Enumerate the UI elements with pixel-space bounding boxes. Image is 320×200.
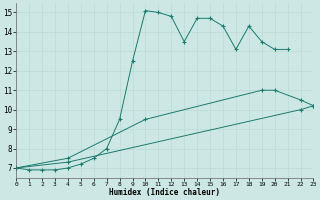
X-axis label: Humidex (Indice chaleur): Humidex (Indice chaleur) [109, 188, 220, 197]
